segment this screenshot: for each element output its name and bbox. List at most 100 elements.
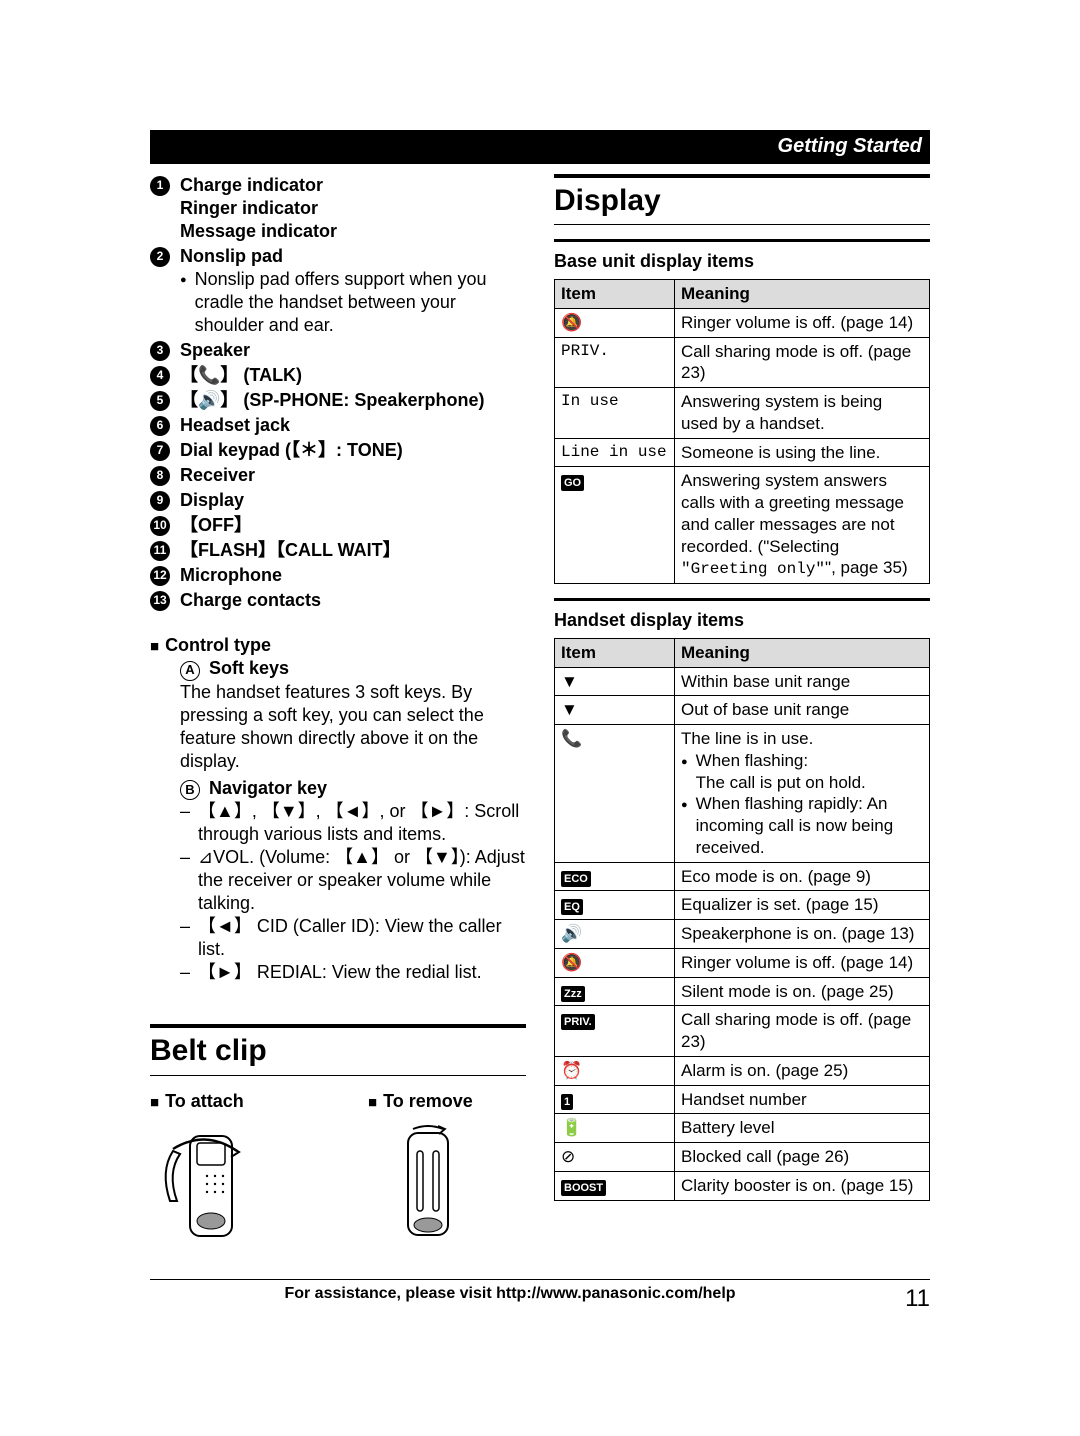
nav-item: 【◄】 CID (Caller ID): View the caller lis… xyxy=(180,915,526,961)
list-item: 8Receiver xyxy=(150,464,526,487)
meaning-cell: Answering system is being used by a hand… xyxy=(675,388,930,439)
icon-box: PRIV. xyxy=(561,1014,595,1030)
to-remove-label: To remove xyxy=(368,1090,526,1113)
th-meaning: Meaning xyxy=(675,280,930,309)
number-badge: 6 xyxy=(150,416,170,436)
page-number: 11 xyxy=(870,1284,930,1315)
item-note: Nonslip pad offers support when you crad… xyxy=(180,268,526,337)
item-cell: 🔕 xyxy=(555,948,675,977)
base-unit-table: Item Meaning 🔕Ringer volume is off. (pag… xyxy=(554,279,930,584)
list-item: 11 【FLASH】【CALL WAIT】 xyxy=(150,539,526,562)
meaning-cell: Blocked call (page 26) xyxy=(675,1143,930,1172)
nav-item-text: 【►】 REDIAL: View the redial list. xyxy=(198,961,482,984)
controls-numbered-list: 1Charge indicatorRinger indicatorMessage… xyxy=(150,174,526,613)
attach-illustration xyxy=(150,1119,270,1249)
nav-key-items: 【▲】, 【▼】, 【◄】, or 【►】: Scroll through va… xyxy=(150,800,526,984)
item-cell: Line in use xyxy=(555,438,675,467)
table-row: 1Handset number xyxy=(555,1085,930,1114)
item-cell: In use xyxy=(555,388,675,439)
icon-box: BOOST xyxy=(561,1180,606,1196)
table-row: 📞The line is in use.When flashing:The ca… xyxy=(555,725,930,863)
item-cell: ⏰ xyxy=(555,1056,675,1085)
item-cell: BOOST xyxy=(555,1171,675,1200)
page-footer: For assistance, please visit http://www.… xyxy=(150,1279,930,1315)
meaning-cell: Call sharing mode is off. (page 23) xyxy=(675,337,930,388)
table-row: 🔕Ringer volume is off. (page 14) xyxy=(555,308,930,337)
list-item: 1Charge indicatorRinger indicatorMessage… xyxy=(150,174,526,243)
nav-item: 【►】 REDIAL: View the redial list. xyxy=(180,961,526,984)
list-item: 6 Headset jack xyxy=(150,414,526,437)
item-cell: 🔊 xyxy=(555,920,675,949)
nav-item-text: ⊿VOL. (Volume: 【▲】 or 【▼】): Adjust the r… xyxy=(198,846,526,915)
icon-box: GO xyxy=(561,475,584,491)
item-cell: 📞 xyxy=(555,725,675,863)
nav-key-label: Navigator key xyxy=(209,778,327,798)
th-item: Item xyxy=(555,280,675,309)
number-badge: 4 xyxy=(150,366,170,386)
soft-keys-label: Soft keys xyxy=(209,658,289,678)
table-row: BOOST Clarity booster is on. (page 15) xyxy=(555,1171,930,1200)
remove-illustration xyxy=(368,1119,488,1249)
table-row: In useAnswering system is being used by … xyxy=(555,388,930,439)
two-column-layout: 1Charge indicatorRinger indicatorMessage… xyxy=(150,174,930,1249)
item-label: Headset jack xyxy=(180,414,526,437)
nav-item: 【▲】, 【▼】, 【◄】, or 【►】: Scroll through va… xyxy=(180,800,526,846)
item-label: 【FLASH】【CALL WAIT】 xyxy=(180,539,526,562)
meaning-cell: Eco mode is on. (page 9) xyxy=(675,862,930,891)
letter-badge-b: B xyxy=(180,780,200,800)
meaning-cell: Clarity booster is on. (page 15) xyxy=(675,1171,930,1200)
base-unit-subhead: Base unit display items xyxy=(554,250,930,273)
table-row: 🔕Ringer volume is off. (page 14) xyxy=(555,948,930,977)
item-cell: PRIV. xyxy=(555,337,675,388)
list-item: 12 Microphone xyxy=(150,564,526,587)
list-item: 4 【📞】 (TALK) xyxy=(150,364,526,387)
item-cell: ⊘ xyxy=(555,1143,675,1172)
number-badge: 13 xyxy=(150,591,170,611)
table-row: Line in useSomeone is using the line. xyxy=(555,438,930,467)
table-row: PRIV.Call sharing mode is off. (page 23) xyxy=(555,337,930,388)
item-cell: 1 xyxy=(555,1085,675,1114)
item-label: 【📞】 (TALK) xyxy=(180,364,526,387)
list-item: 5【🔊】 (SP-PHONE: Speakerphone) xyxy=(150,389,526,412)
item-cell: 🔕 xyxy=(555,308,675,337)
item-label: 【🔊】 (SP-PHONE: Speakerphone) xyxy=(180,389,526,412)
number-badge: 10 xyxy=(150,516,170,536)
meaning-cell: Someone is using the line. xyxy=(675,438,930,467)
table-row: EQEqualizer is set. (page 15) xyxy=(555,891,930,920)
item-cell: ECO xyxy=(555,862,675,891)
item-label: 【OFF】 xyxy=(180,514,526,537)
item-label: Nonslip pad xyxy=(180,245,526,268)
icon-box: ECO xyxy=(561,871,591,887)
soft-keys-desc: The handset features 3 soft keys. By pre… xyxy=(180,681,526,773)
item-cell: GO xyxy=(555,467,675,583)
icon-box: EQ xyxy=(561,899,583,915)
table-row: 🔋Battery level xyxy=(555,1114,930,1143)
icon-box: 1 xyxy=(561,1094,573,1110)
item-cell: EQ xyxy=(555,891,675,920)
item-cell: 🔋 xyxy=(555,1114,675,1143)
number-badge: 12 xyxy=(150,566,170,586)
meaning-cell: Call sharing mode is off. (page 23) xyxy=(675,1006,930,1057)
letter-badge-a: A xyxy=(180,661,200,681)
table-row: ECO Eco mode is on. (page 9) xyxy=(555,862,930,891)
table-row: ⏰Alarm is on. (page 25) xyxy=(555,1056,930,1085)
meaning-cell: Within base unit range xyxy=(675,667,930,696)
item-cell: PRIV. xyxy=(555,1006,675,1057)
number-badge: 11 xyxy=(150,541,170,561)
meaning-cell: Ringer volume is off. (page 14) xyxy=(675,308,930,337)
nav-item: ⊿VOL. (Volume: 【▲】 or 【▼】): Adjust the r… xyxy=(180,846,526,915)
icon-box: Zzz xyxy=(561,986,585,1002)
item-label: Display xyxy=(180,489,526,512)
number-badge: 7 xyxy=(150,441,170,461)
list-item: 2 Nonslip padNonslip pad offers support w… xyxy=(150,245,526,337)
footer-text: For assistance, please visit http://www.… xyxy=(150,1284,870,1315)
table-row: ▼Within base unit range xyxy=(555,667,930,696)
table-row: GOAnswering system answers calls with a … xyxy=(555,467,930,583)
list-item: 9Display xyxy=(150,489,526,512)
meaning-cell: The line is in use.When flashing:The cal… xyxy=(675,725,930,863)
table-row: PRIV. Call sharing mode is off. (page 23) xyxy=(555,1006,930,1057)
number-badge: 8 xyxy=(150,466,170,486)
right-column: Display Base unit display items Item Mea… xyxy=(554,174,930,1249)
item-label: Microphone xyxy=(180,564,526,587)
number-badge: 2 xyxy=(150,247,170,267)
